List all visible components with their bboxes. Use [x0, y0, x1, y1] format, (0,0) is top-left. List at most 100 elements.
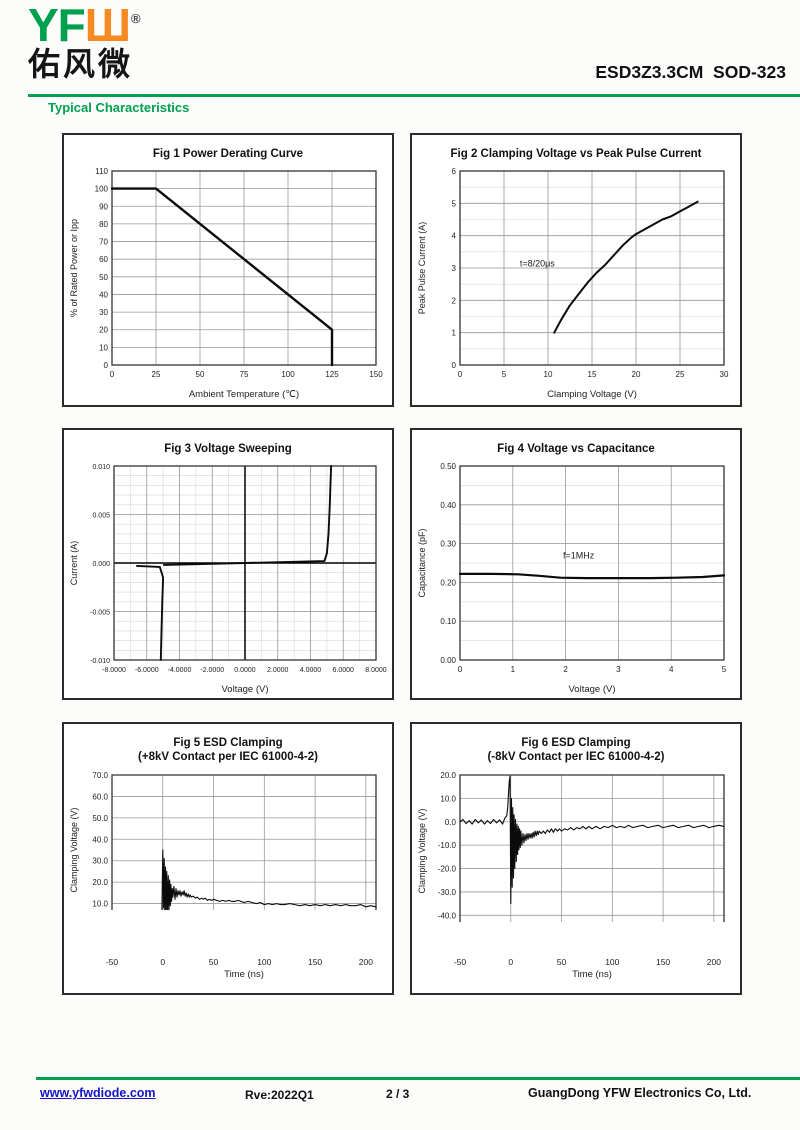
svg-text:25: 25 — [152, 370, 161, 379]
fig6-xlabel: Time (ns) — [414, 969, 738, 983]
svg-text:1: 1 — [452, 329, 457, 338]
svg-text:2.0000: 2.0000 — [267, 667, 289, 674]
svg-text:0.005: 0.005 — [92, 513, 110, 520]
svg-text:Clamping Voltage (V): Clamping Voltage (V) — [417, 808, 427, 893]
svg-text:-0.005: -0.005 — [90, 610, 110, 617]
fig3-title: Fig 3 Voltage Sweeping — [164, 443, 292, 455]
svg-text:30: 30 — [720, 370, 729, 379]
svg-text:70: 70 — [99, 238, 108, 247]
svg-text:40.0: 40.0 — [92, 835, 108, 844]
svg-text:0: 0 — [452, 361, 457, 370]
svg-text:4: 4 — [452, 232, 457, 241]
svg-text:40: 40 — [99, 291, 108, 300]
svg-text:30: 30 — [99, 308, 108, 317]
svg-text:5: 5 — [502, 370, 507, 379]
fig6-title: Fig 6 ESD Clamping — [521, 737, 631, 749]
svg-text:f=1MHz: f=1MHz — [563, 551, 595, 561]
section-title: Typical Characteristics — [48, 100, 190, 115]
svg-text:Ambient Temperature (℃): Ambient Temperature (℃) — [189, 389, 299, 400]
fig1-plot: 0 10 20 30 40 50 60 70 80 90 100 110 0 25 50 75 100 125 15… — [69, 167, 383, 400]
svg-text:Capacitance (pF): Capacitance (pF) — [417, 529, 427, 598]
fig5-xlabel: Time (ns) — [66, 969, 390, 983]
fig6-xtick: 150 — [655, 957, 671, 967]
fig6-xtick: 100 — [605, 957, 620, 967]
figure-box-fig4: Fig 4 Voltage vs Capacitance 0.00 0.10 0.2… — [410, 428, 742, 700]
fig5-xtick: 100 — [257, 957, 272, 967]
fig6-chart: -40.0 -30.0 -20.0 -10.0 0.0 10.0 20.0 Clamping … — [412, 767, 740, 993]
svg-text:10.0: 10.0 — [92, 899, 108, 908]
fig5-xtick-labels: -50 0 50 100 150 200 — [66, 957, 390, 969]
fig6-xtick: -50 — [453, 957, 467, 967]
svg-text:6: 6 — [452, 167, 457, 176]
svg-text:20.0: 20.0 — [440, 771, 456, 780]
page-number: 2 / 3 — [386, 1087, 410, 1101]
svg-text:0.000: 0.000 — [92, 561, 110, 568]
svg-text:50: 50 — [196, 370, 205, 379]
logo-wordmark: YFШ® — [28, 2, 141, 48]
svg-text:Voltage (V): Voltage (V) — [222, 684, 269, 695]
fig6-plot-wrapper: -40.0 -30.0 -20.0 -10.0 0.0 10.0 20.0 Clamping … — [414, 767, 738, 922]
svg-text:3: 3 — [616, 665, 621, 674]
website-link[interactable]: www.yfwdiode.com — [40, 1086, 156, 1100]
svg-text:20: 20 — [99, 326, 108, 335]
fig2-plot: 0 1 2 3 4 5 6 0 5 10 15 20 25 30 Clamping Voltage (V) P… — [417, 167, 729, 400]
fig5-xtick: 50 — [208, 957, 219, 967]
svg-text:-2.0000: -2.0000 — [200, 667, 224, 674]
svg-text:10: 10 — [544, 370, 553, 379]
svg-text:Clamping Voltage (V): Clamping Voltage (V) — [69, 807, 79, 892]
fig6-xtick: 200 — [706, 957, 721, 967]
svg-text:20.0: 20.0 — [92, 878, 108, 887]
svg-text:0: 0 — [110, 370, 115, 379]
figure-box-fig6: Fig 6 ESD Clamping (-8kV Contact per IEC… — [410, 722, 742, 995]
svg-text:100: 100 — [95, 185, 109, 194]
fig3-chart: 0.010 0.005 0.000 -0.005 -0.010 -8.0000 -6.000… — [64, 458, 392, 698]
figure-box-fig5: Fig 5 ESD Clamping (+8kV Contact per IEC… — [62, 722, 394, 995]
svg-text:0: 0 — [104, 361, 109, 370]
fig5-plot-wrapper: 10.0 20.0 30.0 40.0 50.0 60.0 70.0 Clamping Vol… — [66, 767, 390, 910]
svg-text:2: 2 — [452, 297, 457, 306]
svg-text:4.0000: 4.0000 — [300, 667, 322, 674]
svg-text:150: 150 — [369, 370, 383, 379]
svg-text:125: 125 — [325, 370, 339, 379]
fig5-xtick: 0 — [160, 957, 166, 967]
figure-box-fig3: Fig 3 Voltage Sweeping 0.010 0.005 0.000 -0… — [62, 428, 394, 700]
svg-text:Voltage (V): Voltage (V) — [569, 684, 616, 695]
fig4-plot: 0.00 0.10 0.20 0.30 0.40 0.50 0 1 2 3 4 5 Voltage (V… — [417, 462, 727, 695]
fig4-title: Fig 4 Voltage vs Capacitance — [497, 443, 655, 455]
revision-label: Rve:2022Q1 — [245, 1088, 314, 1102]
registered-trademark-icon: ® — [131, 11, 141, 26]
svg-text:0.40: 0.40 — [440, 501, 456, 510]
svg-text:5: 5 — [722, 665, 727, 674]
svg-text:t=8/20μs: t=8/20μs — [520, 259, 555, 269]
svg-text:-30.0: -30.0 — [438, 888, 457, 897]
svg-text:20: 20 — [632, 370, 641, 379]
fig6-xlabel-text: Time (ns) — [572, 969, 612, 980]
svg-text:10: 10 — [99, 344, 108, 353]
svg-text:70.0: 70.0 — [92, 771, 108, 780]
fig6-plot: -40.0 -30.0 -20.0 -10.0 0.0 10.0 20.0 Clamping … — [417, 771, 725, 922]
figure-box-fig1: Fig 1 Power Derating Curve 0 10 20 30 40 50 60… — [62, 133, 394, 407]
svg-text:Current (A): Current (A) — [69, 541, 79, 586]
fig1-title: Fig 1 Power Derating Curve — [152, 148, 304, 160]
svg-text:5: 5 — [452, 200, 457, 209]
fig6-xtick: 0 — [508, 957, 514, 967]
svg-text:-0.010: -0.010 — [90, 658, 110, 665]
svg-text:-4.0000: -4.0000 — [168, 667, 192, 674]
svg-text:-8.0000: -8.0000 — [102, 667, 126, 674]
logo-chinese-name: 佑风微 — [28, 45, 134, 82]
svg-text:-10.0: -10.0 — [438, 841, 457, 850]
svg-text:110: 110 — [95, 167, 108, 176]
svg-text:-20.0: -20.0 — [438, 864, 457, 873]
svg-text:60.0: 60.0 — [92, 792, 108, 801]
fig5-title: Fig 5 ESD Clamping — [173, 737, 283, 749]
yfw-logo: YFШ® 佑风微 — [28, 2, 141, 82]
footer-divider — [36, 1077, 800, 1080]
fig6-subtitle: (-8kV Contact per IEC 61000-4-2) — [487, 751, 665, 764]
svg-text:0.0000: 0.0000 — [234, 667, 256, 674]
svg-text:% of Rated Power or Ipp: % of Rated Power or Ipp — [69, 219, 79, 317]
svg-text:50: 50 — [99, 273, 108, 282]
svg-text:75: 75 — [240, 370, 249, 379]
company-name: GuangDong YFW Electronics Co, Ltd. — [528, 1086, 752, 1100]
svg-text:2: 2 — [563, 665, 568, 674]
figure-box-fig2: Fig 2 Clamping Voltage vs Peak Pulse Cur… — [410, 133, 742, 407]
